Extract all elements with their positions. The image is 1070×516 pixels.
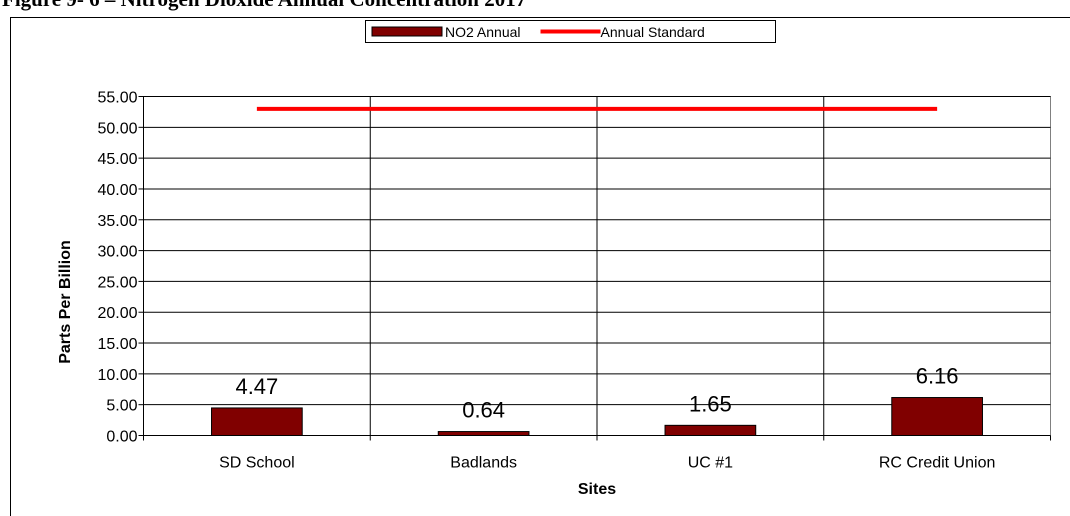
x-tick-label: SD School [219, 455, 295, 472]
bar [664, 424, 757, 436]
y-tick-label: 25.00 [97, 274, 137, 291]
y-tick-label: 50.00 [97, 120, 137, 137]
legend-label: NO2 Annual [445, 24, 521, 40]
y-tick-label: 10.00 [97, 367, 137, 384]
chart-title: Figure 9- 6 – Nitrogen Dioxide Annual Co… [2, 0, 526, 11]
bar [437, 431, 530, 436]
bar [891, 397, 983, 437]
y-tick-label: 35.00 [97, 213, 137, 230]
legend-label: Annual Standard [601, 24, 705, 40]
y-axis-label: Parts Per Billion [57, 240, 74, 364]
legend-swatch [371, 26, 443, 37]
value-label: 0.64 [462, 398, 505, 423]
value-label: 6.16 [916, 364, 959, 389]
y-tick-label: 40.00 [97, 182, 137, 199]
y-tick-label: 0.00 [106, 429, 137, 446]
value-label: 1.65 [689, 391, 732, 416]
y-tick-label: 5.00 [106, 398, 137, 415]
y-tick-label: 15.00 [97, 336, 137, 353]
x-tick-label: RC Credit Union [879, 455, 995, 472]
bar [211, 407, 303, 437]
x-tick-label: UC #1 [688, 455, 733, 472]
y-tick-label: 30.00 [97, 244, 137, 261]
value-label: 4.47 [235, 374, 278, 399]
y-tick-label: 55.00 [97, 90, 137, 107]
y-tick-label: 20.00 [97, 305, 137, 322]
x-axis-label: Sites [578, 481, 616, 498]
x-tick-label: Badlands [450, 455, 517, 472]
y-tick-label: 45.00 [97, 151, 137, 168]
